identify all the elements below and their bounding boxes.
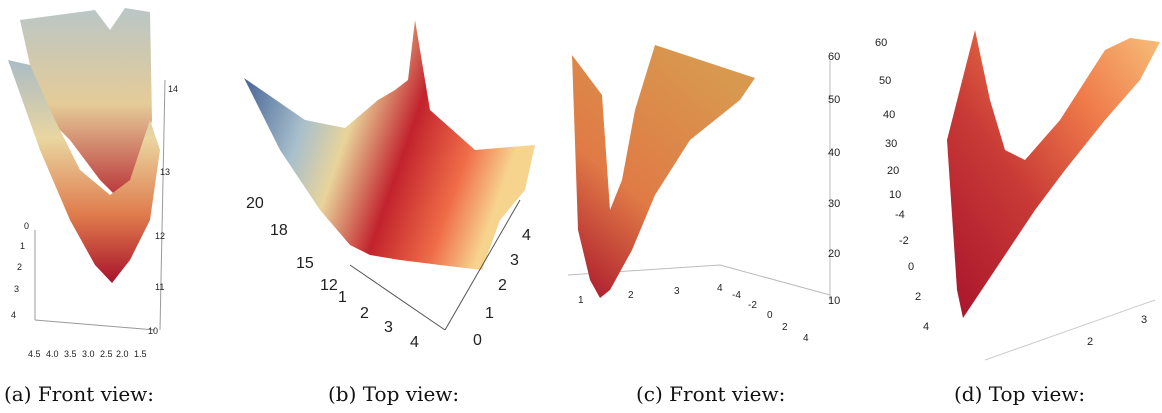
- tick-label: 4: [803, 333, 809, 344]
- tick-label: 2: [628, 290, 634, 301]
- tick-label: 30: [828, 198, 840, 210]
- axis-b-bottom: 1 2 3 4: [338, 289, 419, 351]
- tick-label: 4: [11, 310, 16, 320]
- tick-label: 1: [578, 295, 584, 306]
- tick-label: 10: [148, 326, 158, 336]
- tick-label: -4: [732, 290, 741, 301]
- tick-label: 4.5: [28, 349, 41, 359]
- tick-label: 2: [1087, 336, 1093, 348]
- tick-label: 2: [915, 291, 921, 303]
- axis-d-bottom: 2 3: [1087, 314, 1147, 348]
- tick-label: 2: [360, 305, 369, 322]
- tick-label: 20: [828, 248, 840, 260]
- tick-label: 2: [498, 277, 507, 294]
- tick-label: 10: [828, 295, 840, 307]
- panel-c: 60 50 40 30 20 10 1 2 3 4 -4 -2 0 2 4: [560, 0, 860, 370]
- tick-label: 30: [885, 138, 897, 150]
- surface-plot-c: 60 50 40 30 20 10 1 2 3 4 -4 -2 0 2 4: [567, 45, 840, 344]
- tick-label: 3: [674, 286, 680, 297]
- surface-d: [947, 30, 1160, 318]
- tick-label: 4: [717, 283, 723, 294]
- tick-label: 4: [410, 334, 419, 351]
- tick-label: 2.5: [100, 349, 113, 359]
- tick-label: 60: [875, 37, 887, 49]
- tick-label: -2: [899, 235, 909, 247]
- tick-label: 2: [782, 322, 788, 333]
- axis-a-left: 0 1 2 3 4: [11, 221, 29, 320]
- tick-label: 3: [14, 284, 19, 294]
- axis-a-bottom: 4.5 4.0 3.5 3.0 2.5 2.0 1.5: [28, 349, 147, 359]
- tick-label: 12: [320, 277, 338, 294]
- tick-label: 1: [485, 305, 494, 322]
- tick-label: 18: [270, 222, 288, 239]
- tick-label: 4.0: [46, 349, 59, 359]
- tick-label: 10: [889, 189, 901, 201]
- tick-label: 3: [1141, 314, 1147, 326]
- surface-plot-a: 0 1 2 3 4 10 11 12 13 14 4.5 4.0 3.5 3.0…: [8, 8, 178, 359]
- tick-label: 50: [879, 75, 891, 87]
- tick-label: 40: [828, 147, 840, 159]
- tick-label: 11: [155, 282, 164, 292]
- caption-d: (d) Top view:: [954, 382, 1086, 406]
- caption-c: (c) Front view:: [636, 382, 786, 406]
- surface-c: [572, 45, 755, 298]
- surface-a-back: [20, 8, 152, 200]
- surface-a-front: [8, 60, 160, 283]
- tick-label: -4: [895, 209, 905, 221]
- surface-plot-d: 60 50 40 30 20 10 -4 -2 0 2 4 2 3: [875, 30, 1160, 361]
- tick-label: 50: [828, 94, 840, 106]
- tick-label: 13: [160, 167, 170, 177]
- tick-label: 1.5: [134, 349, 147, 359]
- tick-label: -2: [748, 300, 757, 311]
- surface-plot-b: 20 18 15 12 1 2 3 4 0 1 2 3 4: [244, 20, 535, 351]
- panel-d: 60 50 40 30 20 10 -4 -2 0 2 4 2 3: [865, 0, 1162, 370]
- caption-a: (a) Front view:: [4, 382, 155, 406]
- caption-b: (b) Top view:: [328, 382, 460, 406]
- tick-label: 1: [20, 241, 25, 251]
- tick-label: 12: [155, 231, 165, 241]
- tick-label: 2.0: [116, 349, 129, 359]
- tick-label: 3: [384, 319, 393, 336]
- tick-label: 60: [828, 51, 840, 63]
- tick-label: 14: [168, 84, 178, 94]
- tick-label: 20: [246, 195, 264, 212]
- tick-label: 0: [473, 332, 482, 349]
- axis-c-bottom: 1 2 3 4 -4 -2 0 2 4: [578, 283, 809, 344]
- tick-label: 40: [883, 109, 895, 121]
- tick-label: 1: [338, 289, 347, 306]
- tick-label: 3: [510, 252, 519, 269]
- tick-label: 4: [923, 321, 929, 333]
- tick-label: 20: [887, 165, 899, 177]
- panel-a: 0 1 2 3 4 10 11 12 13 14 4.5 4.0 3.5 3.0…: [0, 0, 240, 370]
- tick-label: 15: [296, 255, 314, 272]
- surface-b: [244, 20, 535, 270]
- panel-b: 20 18 15 12 1 2 3 4 0 1 2 3 4: [230, 0, 560, 370]
- tick-label: 0: [24, 221, 29, 231]
- tick-label: 2: [17, 262, 22, 272]
- tick-label: 3.0: [82, 349, 95, 359]
- tick-label: 4: [522, 227, 531, 244]
- axis-b-right: 0 1 2 3 4: [473, 227, 531, 349]
- tick-label: 0: [767, 310, 773, 321]
- axis-b-left: 20 18 15 12: [246, 195, 338, 294]
- axis-a-right: 10 11 12 13 14: [148, 84, 178, 336]
- axis-c-right: 60 50 40 30 20 10: [828, 51, 840, 307]
- axis-d-left: 60 50 40 30 20 10 -4 -2 0 2 4: [875, 37, 929, 333]
- tick-label: 3.5: [64, 349, 77, 359]
- tick-label: 0: [908, 261, 914, 273]
